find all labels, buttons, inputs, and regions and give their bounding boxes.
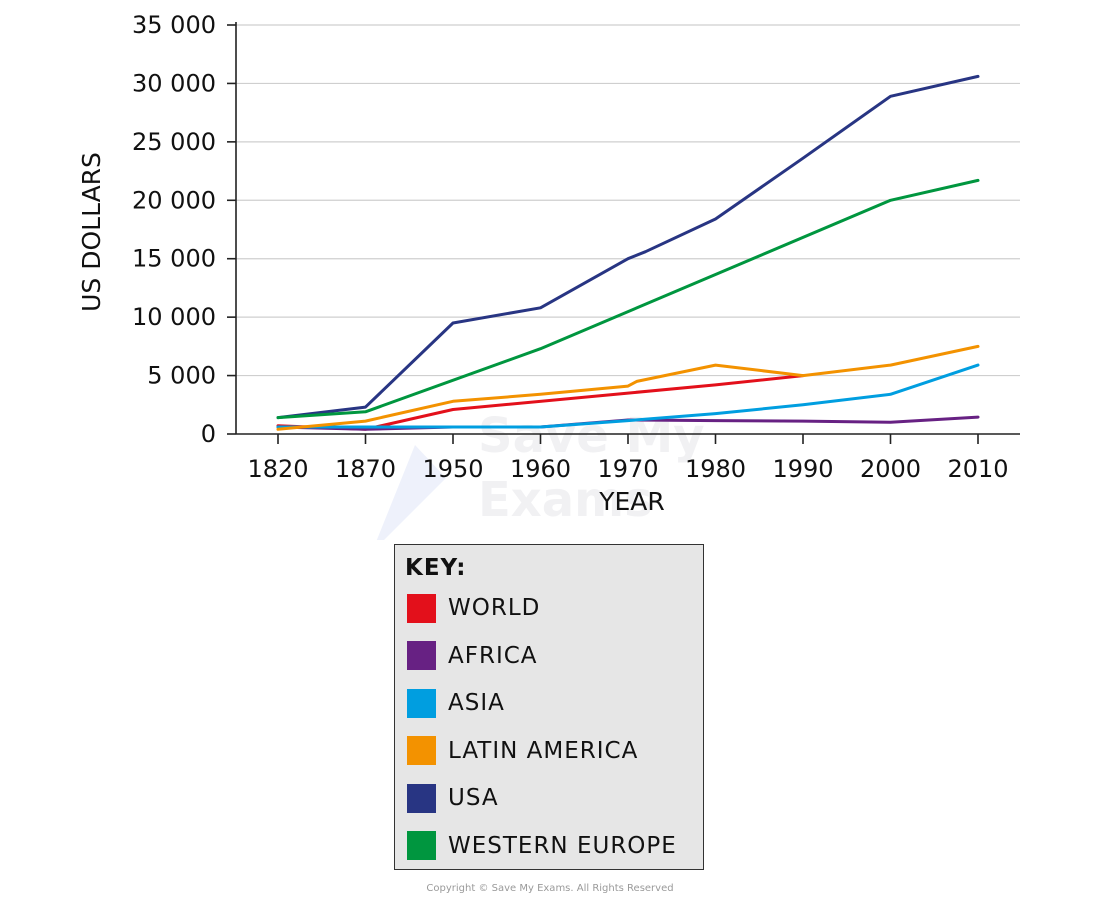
- legend-swatch: [407, 641, 436, 670]
- legend-swatch: [407, 688, 436, 718]
- watermark-logo-icon: [376, 445, 446, 540]
- y-tick-label: 5 000: [147, 362, 216, 390]
- legend-label: WORLD: [448, 595, 541, 621]
- legend: KEY: WORLD AFRICA ASIA LATIN AMERICA USA WEST…: [394, 544, 704, 870]
- y-tick-label: 10 000: [132, 303, 216, 331]
- legend-item-usa: USA: [407, 783, 499, 813]
- y-tick-label: 20 000: [132, 186, 216, 214]
- series-line-western-europe: [276, 178, 980, 420]
- legend-swatch: [407, 831, 436, 860]
- y-tick-label: 35 000: [132, 11, 216, 39]
- x-tick-label: 1970: [597, 455, 658, 483]
- x-tick-label: 1990: [772, 455, 833, 483]
- y-tick-label: 30 000: [132, 69, 216, 97]
- y-axis-ticks: 0 5 000 10 000 15 000 20 000 25 000 30 000 35 0…: [132, 11, 236, 448]
- legend-swatch: [407, 736, 436, 765]
- y-tick-label: 0: [201, 420, 216, 448]
- legend-label: WESTERN EUROPE: [448, 832, 677, 859]
- series-line-usa: [276, 74, 980, 420]
- x-tick-label: 2000: [860, 455, 921, 483]
- x-axis-title: YEAR: [598, 487, 665, 516]
- x-tick-label: 1820: [247, 455, 308, 483]
- series-line-latin-america: [276, 344, 980, 431]
- x-tick-label: 1960: [510, 455, 571, 483]
- y-tick-label: 15 000: [132, 245, 216, 273]
- x-tick-label: 1950: [422, 455, 483, 483]
- gridlines: [236, 24, 1020, 377]
- x-tick-label: 1980: [685, 455, 746, 483]
- watermark-line-2: Exams: [478, 472, 653, 528]
- series-lines: [276, 74, 980, 431]
- legend-label: LATIN AMERICA: [448, 737, 639, 764]
- x-tick-label: 2010: [947, 455, 1008, 483]
- x-tick-label: 1870: [335, 455, 396, 483]
- legend-title: KEY:: [405, 555, 467, 581]
- legend-item-western-europe: WESTERN EUROPE: [407, 831, 677, 861]
- legend-swatch: [407, 783, 436, 813]
- legend-label: AFRICA: [448, 642, 538, 669]
- y-axis-title: US DOLLARS: [77, 152, 106, 312]
- copyright-notice: Copyright © Save My Exams. All Rights Re…: [426, 883, 674, 894]
- legend-item-asia: ASIA: [407, 688, 505, 718]
- x-axis-ticks: 1820 1870 1950 1960 1970 1980 1990 2000 2010: [247, 434, 1009, 483]
- series-line-asia: [276, 363, 980, 429]
- y-tick-label: 25 000: [132, 128, 216, 156]
- legend-label: USA: [448, 785, 499, 811]
- legend-swatch: [407, 593, 436, 623]
- legend-item-world: WORLD: [407, 593, 540, 623]
- legend-item-latin-america: LATIN AMERICA: [407, 736, 638, 766]
- legend-label: ASIA: [448, 690, 505, 716]
- legend-item-africa: AFRICA: [407, 641, 538, 671]
